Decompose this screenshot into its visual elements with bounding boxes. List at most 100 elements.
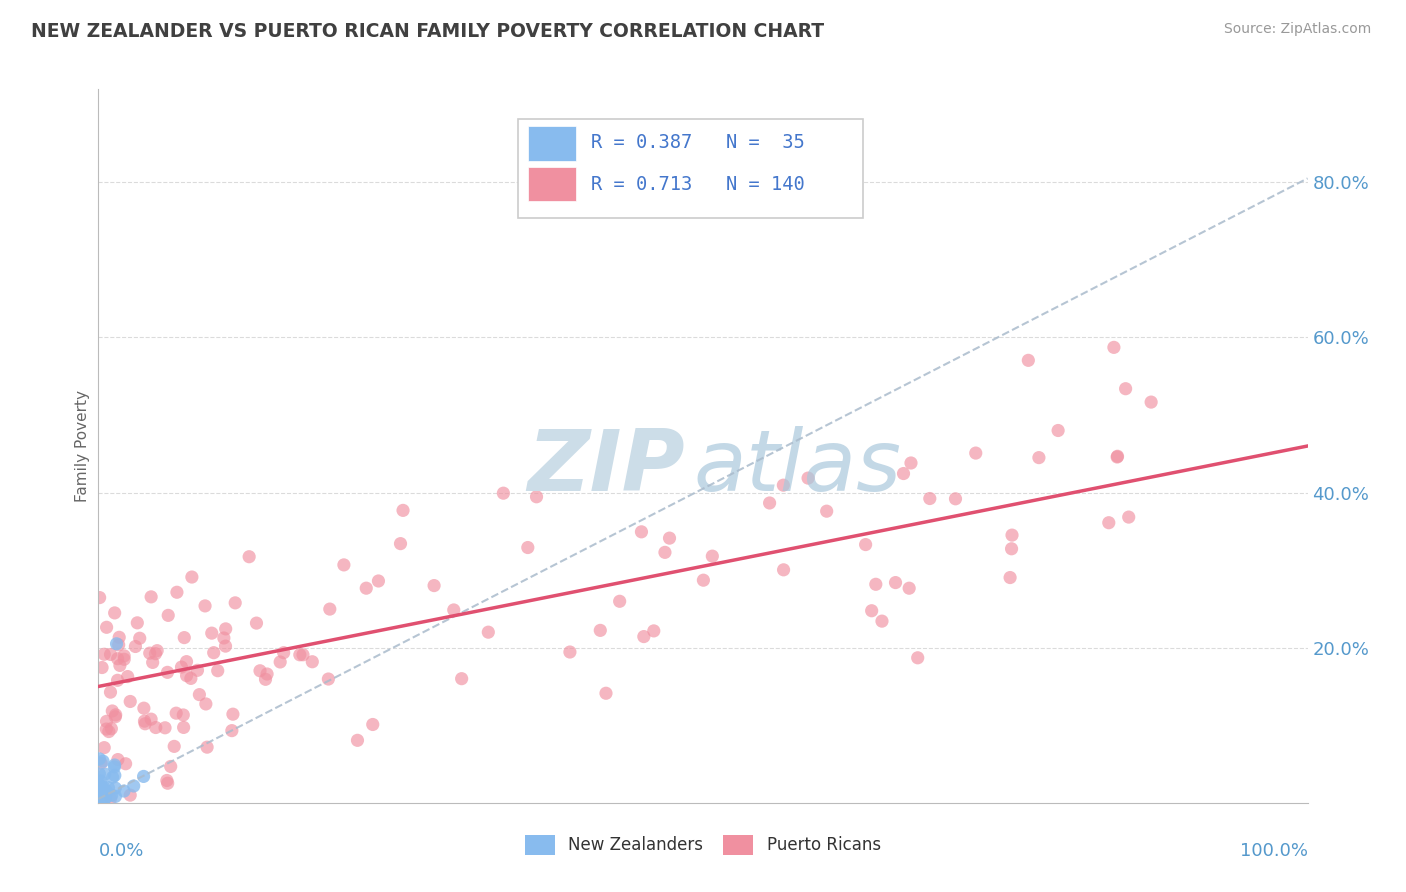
Point <box>87 787 110 801</box>
Point <box>128 632 150 646</box>
Point <box>893 467 915 481</box>
Point <box>93 740 115 755</box>
Point <box>108 658 131 673</box>
Point <box>1098 516 1121 530</box>
Point <box>90 789 112 803</box>
Point <box>269 655 291 669</box>
Y-axis label: Family Poverty: Family Poverty <box>75 390 90 502</box>
Point <box>389 536 412 550</box>
Point <box>643 624 665 638</box>
Point <box>361 717 384 731</box>
Point <box>93 780 115 794</box>
Point <box>94 786 117 800</box>
Point <box>609 594 631 608</box>
Point <box>163 739 186 754</box>
Point <box>96 722 118 736</box>
Point <box>965 446 987 460</box>
Point <box>870 614 893 628</box>
Point <box>156 773 179 788</box>
Point <box>423 578 446 592</box>
Text: Source: ZipAtlas.com: Source: ZipAtlas.com <box>1223 22 1371 37</box>
Point <box>114 756 136 771</box>
Point <box>998 570 1021 584</box>
Point <box>156 665 179 680</box>
Text: R = 0.387   N =  35: R = 0.387 N = 35 <box>591 133 804 153</box>
Text: atlas: atlas <box>693 425 901 509</box>
Point <box>120 788 142 802</box>
FancyBboxPatch shape <box>527 167 576 202</box>
Point <box>90 791 112 805</box>
Point <box>139 590 162 604</box>
Point <box>633 630 655 644</box>
Point <box>165 706 187 721</box>
Point <box>884 575 907 590</box>
Point <box>224 596 246 610</box>
Point <box>898 581 921 595</box>
Point <box>212 631 235 645</box>
Point <box>1102 340 1125 354</box>
Point <box>87 793 110 807</box>
Point <box>202 646 225 660</box>
Point <box>176 655 198 669</box>
Point <box>104 789 127 804</box>
Point <box>758 496 780 510</box>
Point <box>1028 450 1050 465</box>
Text: R = 0.713   N = 140: R = 0.713 N = 140 <box>591 175 804 194</box>
Point <box>96 787 118 801</box>
Point <box>89 591 111 605</box>
Point <box>142 656 165 670</box>
Point <box>918 491 941 506</box>
Point <box>1107 450 1129 464</box>
Point <box>122 779 145 793</box>
Point <box>91 754 114 768</box>
Point <box>945 491 967 506</box>
Point <box>900 456 922 470</box>
Legend: New Zealanders, Puerto Ricans: New Zealanders, Puerto Ricans <box>524 835 882 855</box>
Point <box>145 647 167 661</box>
Point <box>100 648 122 662</box>
Point <box>180 570 202 584</box>
Point <box>101 704 124 718</box>
Point <box>100 791 122 805</box>
Point <box>112 784 135 798</box>
Point <box>107 651 129 665</box>
Point <box>595 686 617 700</box>
Point <box>89 792 111 806</box>
Point <box>589 624 612 638</box>
Point <box>1115 382 1137 396</box>
Point <box>104 758 127 772</box>
Point <box>526 490 548 504</box>
Point <box>865 577 887 591</box>
Point <box>1118 510 1140 524</box>
Point <box>124 640 146 654</box>
Point <box>516 541 538 555</box>
Point <box>89 766 111 780</box>
Point <box>176 668 198 682</box>
Point <box>301 655 323 669</box>
Point <box>94 767 117 781</box>
Point <box>222 707 245 722</box>
Point <box>100 722 122 736</box>
Point <box>156 776 179 790</box>
Point <box>630 524 652 539</box>
Point <box>93 647 115 661</box>
Point <box>1140 395 1163 409</box>
Point <box>90 773 112 788</box>
Point <box>207 664 229 678</box>
Point <box>392 503 415 517</box>
Point <box>860 604 883 618</box>
Point <box>855 538 877 552</box>
Point <box>94 790 117 805</box>
Point <box>104 710 127 724</box>
Point <box>254 673 277 687</box>
Point <box>87 777 110 791</box>
Text: ZIP: ZIP <box>527 425 685 509</box>
Point <box>105 637 128 651</box>
Point <box>103 760 125 774</box>
Point <box>318 672 340 686</box>
Point <box>1047 424 1070 438</box>
Point <box>89 783 111 797</box>
Point <box>238 549 260 564</box>
Point <box>273 646 295 660</box>
Point <box>292 648 315 662</box>
